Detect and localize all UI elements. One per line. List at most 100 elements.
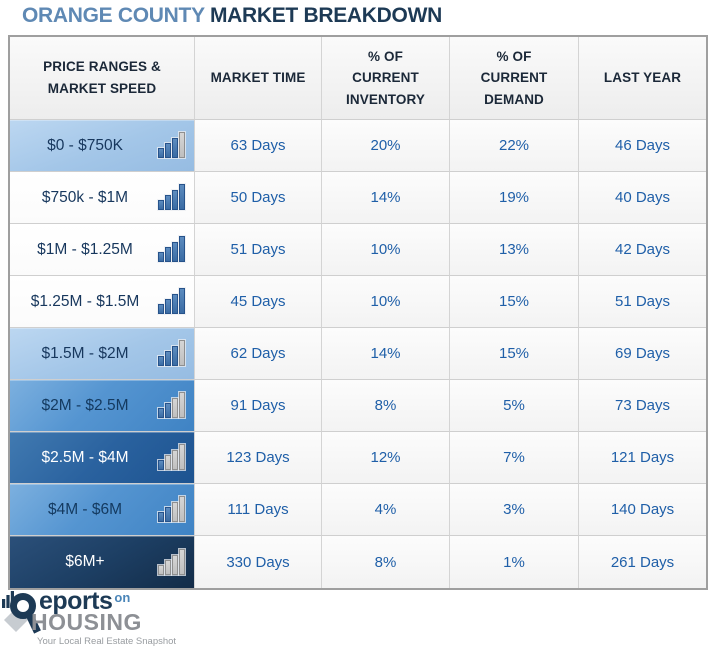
speed-bar-blue — [179, 184, 185, 210]
speed-bar-blue — [179, 288, 185, 314]
speed-bar-blue — [158, 252, 164, 262]
price-range-cell: $750k - $1M — [10, 172, 195, 224]
speed-bar-gray — [172, 555, 178, 575]
price-range-label: $1.25M - $1.5M — [30, 292, 140, 310]
speed-bar-gray — [179, 132, 185, 158]
price-range-label: $1.5M - $2M — [41, 344, 129, 362]
speed-bar-blue — [158, 200, 164, 210]
speed-bar-blue — [158, 408, 164, 418]
price-range-label: $2.5M - $4M — [41, 448, 129, 466]
price-range-label: $2M - $2.5M — [41, 396, 129, 414]
speed-bar-blue — [165, 247, 171, 262]
last-year-cell: 42 Days — [579, 224, 706, 276]
inventory-cell: 10% — [322, 224, 450, 276]
market-time-cell: 123 Days — [195, 432, 322, 484]
reports-on-housing-logo: eports on HOUSING Your Local Real Estate… — [2, 587, 202, 648]
header-last-year: LAST YEAR — [579, 37, 706, 120]
speed-bar-blue — [165, 351, 171, 366]
last-year-cell: 73 Days — [579, 380, 706, 432]
speed-bar-blue — [158, 460, 164, 470]
market-time-cell: 50 Days — [195, 172, 322, 224]
inventory-cell: 8% — [322, 380, 450, 432]
market-time-cell: 111 Days — [195, 484, 322, 536]
speed-bar-blue — [172, 346, 178, 366]
logo-wordmark-line1: eports on — [39, 587, 130, 616]
speed-bar-gray — [172, 398, 178, 418]
speed-bar-gray — [179, 549, 185, 575]
speed-bar-gray — [172, 450, 178, 470]
magnifying-glass-house-logo-icon — [2, 591, 41, 634]
speed-bar-blue — [179, 236, 185, 262]
header-price-ranges: PRICE RANGES & MARKET SPEED — [10, 37, 195, 120]
logo-text-housing: HOUSING — [31, 609, 142, 635]
speed-bar-gray — [179, 496, 185, 522]
market-time-cell: 63 Days — [195, 120, 322, 172]
market-speed-bars-icon — [158, 392, 185, 418]
inventory-cell: 20% — [322, 120, 450, 172]
speed-bar-gray — [179, 340, 185, 366]
demand-cell: 1% — [450, 536, 579, 588]
price-range-label: $4M - $6M — [47, 500, 123, 518]
speed-bar-blue — [172, 294, 178, 314]
speed-bar-gray — [179, 392, 185, 418]
inventory-cell: 14% — [322, 172, 450, 224]
demand-cell: 22% — [450, 120, 579, 172]
demand-cell: 19% — [450, 172, 579, 224]
title-rest: MARKET BREAKDOWN — [204, 4, 442, 27]
price-range-cell: $1.25M - $1.5M — [10, 276, 195, 328]
speed-bar-gray — [165, 560, 171, 575]
speed-bar-gray — [172, 502, 178, 522]
price-range-cell: $0 - $750K — [10, 120, 195, 172]
speed-bar-blue — [158, 304, 164, 314]
page-title: ORANGE COUNTY MARKET BREAKDOWN — [22, 4, 442, 28]
logo-text-reports: eports — [39, 587, 113, 615]
inventory-cell: 10% — [322, 276, 450, 328]
speed-bar-blue — [172, 138, 178, 158]
inventory-cell: 14% — [322, 328, 450, 380]
inventory-cell: 4% — [322, 484, 450, 536]
header-current-inventory: % OF CURRENT INVENTORY — [322, 37, 450, 120]
price-range-label: $1M - $1.25M — [37, 240, 133, 258]
logo-tagline: Your Local Real Estate Snapshot — [37, 636, 177, 647]
last-year-cell: 46 Days — [579, 120, 706, 172]
header-market-time: MARKET TIME — [195, 37, 322, 120]
last-year-cell: 51 Days — [579, 276, 706, 328]
speed-bar-blue — [165, 299, 171, 314]
last-year-cell: 121 Days — [579, 432, 706, 484]
demand-cell: 13% — [450, 224, 579, 276]
speed-bar-gray — [179, 444, 185, 470]
market-speed-bars-icon — [158, 496, 185, 522]
demand-cell: 3% — [450, 484, 579, 536]
market-speed-bars-icon — [158, 132, 185, 158]
logo-text-on: on — [114, 590, 131, 605]
last-year-cell: 261 Days — [579, 536, 706, 588]
speed-bar-blue — [165, 507, 171, 522]
speed-bar-blue — [158, 512, 164, 522]
speed-bar-blue — [165, 403, 171, 418]
market-time-cell: 45 Days — [195, 276, 322, 328]
market-speed-bars-icon — [158, 288, 185, 314]
market-speed-bars-icon — [158, 549, 185, 575]
speed-bar-blue — [158, 148, 164, 158]
speed-bar-blue — [165, 143, 171, 158]
last-year-cell: 140 Days — [579, 484, 706, 536]
speed-bar-gray — [165, 455, 171, 470]
market-time-cell: 91 Days — [195, 380, 322, 432]
demand-cell: 7% — [450, 432, 579, 484]
market-speed-bars-icon — [158, 340, 185, 366]
price-range-cell: $1M - $1.25M — [10, 224, 195, 276]
header-current-demand: % OF CURRENT DEMAND — [450, 37, 579, 120]
price-range-cell: $1.5M - $2M — [10, 328, 195, 380]
last-year-cell: 69 Days — [579, 328, 706, 380]
market-speed-bars-icon — [158, 444, 185, 470]
price-range-label: $6M+ — [65, 553, 105, 570]
inventory-cell: 8% — [322, 536, 450, 588]
speed-bar-blue — [158, 356, 164, 366]
price-range-cell: $4M - $6M — [10, 484, 195, 536]
market-time-cell: 51 Days — [195, 224, 322, 276]
market-time-cell: 330 Days — [195, 536, 322, 588]
price-range-label: $0 - $750K — [47, 136, 123, 154]
market-speed-bars-icon — [158, 236, 185, 262]
speed-bar-blue — [165, 195, 171, 210]
price-range-cell: $2M - $2.5M — [10, 380, 195, 432]
